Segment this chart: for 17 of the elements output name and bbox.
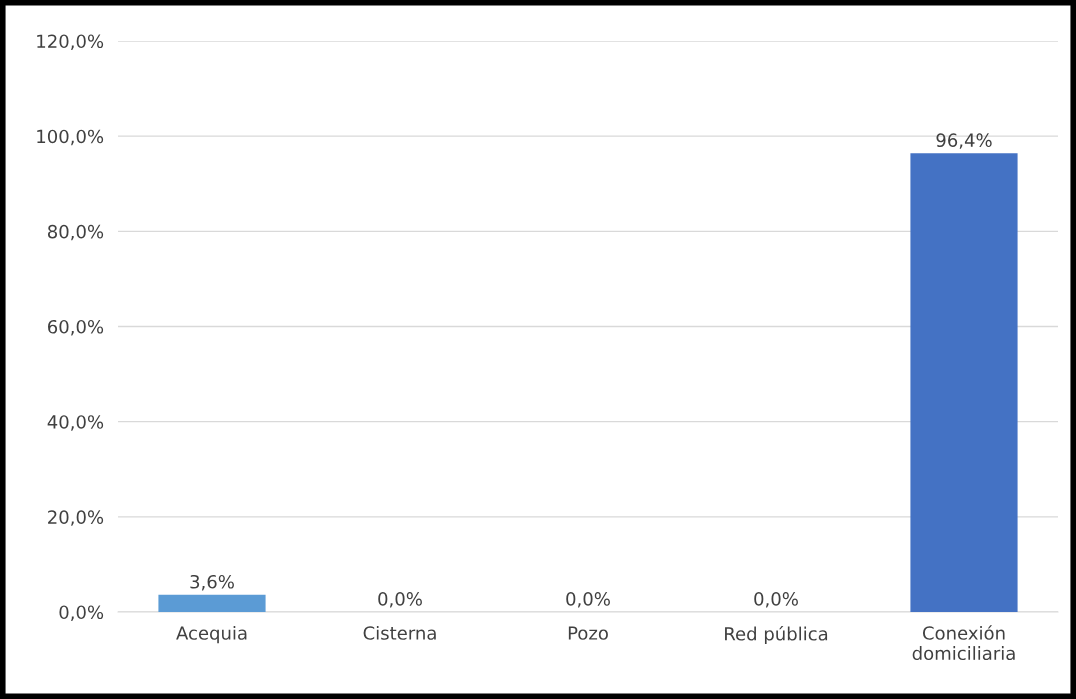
- data-label: 96,4%: [936, 133, 992, 149]
- x-tick-label: Cisterna: [363, 625, 436, 640]
- x-tick-label: Pozo: [568, 626, 608, 640]
- x-tick-label: Red pública: [725, 625, 828, 645]
- y-tick-label: 40,0%: [47, 415, 104, 431]
- x-tick-label: Conexión domiciliaria: [912, 625, 1015, 661]
- y-tick-label: 60,0%: [48, 319, 104, 336]
- y-tick-label: 120,0%: [37, 34, 104, 50]
- x-tick-label: Acequia: [176, 625, 247, 644]
- data-label: 3,6%: [190, 574, 234, 591]
- data-label: 0,0%: [566, 592, 610, 608]
- y-tick-label: 80,0%: [47, 224, 104, 241]
- y-tick-label: 0,0%: [59, 605, 104, 621]
- y-tick-label: 20,0%: [48, 510, 104, 526]
- y-tick-label: 100,0%: [37, 129, 104, 146]
- data-label: 0,0%: [754, 592, 798, 608]
- data-label: 0,0%: [378, 592, 422, 608]
